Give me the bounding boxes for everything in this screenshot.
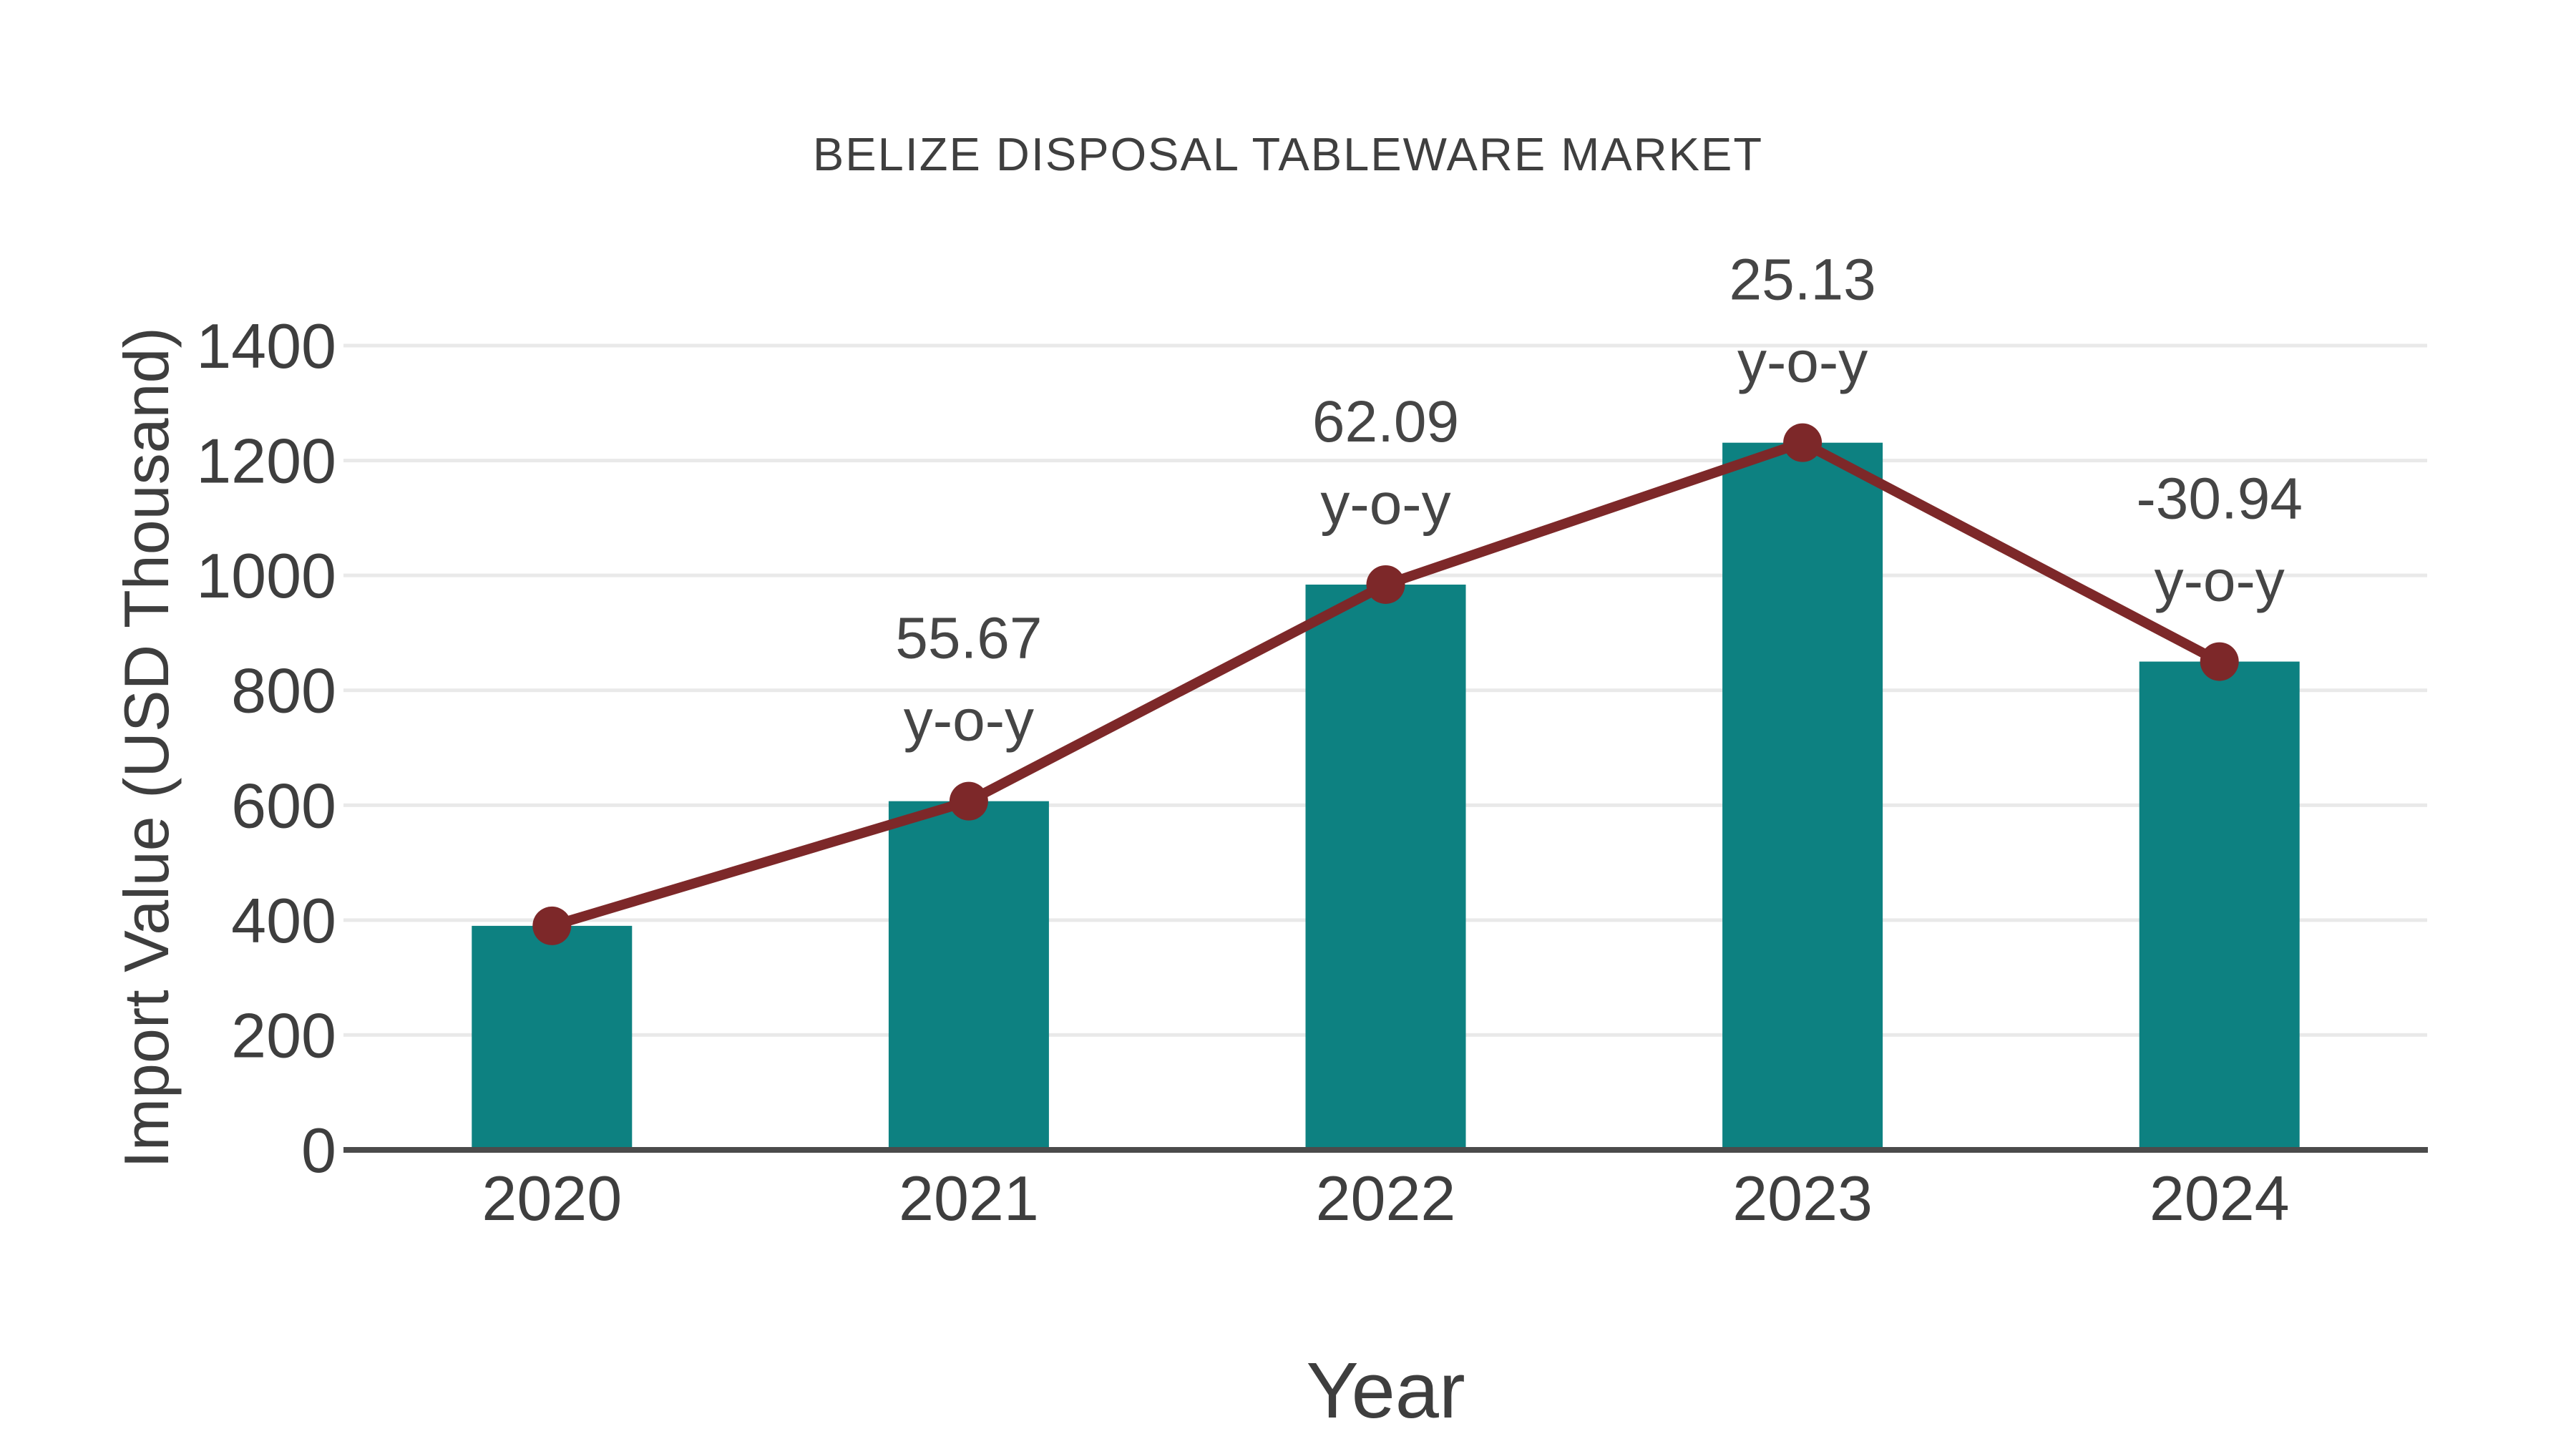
x-tick-label-2021: 2021 bbox=[899, 1163, 1039, 1234]
bar-2023 bbox=[1722, 442, 1883, 1150]
line-marker-2022 bbox=[1366, 565, 1405, 604]
x-axis-title: Year bbox=[1306, 1347, 1465, 1435]
x-tick-label-2024: 2024 bbox=[2150, 1163, 2290, 1234]
x-tick-label-2022: 2022 bbox=[1316, 1163, 1456, 1234]
annotation-value-2021: 55.67 bbox=[895, 606, 1042, 671]
bar-2024 bbox=[2139, 661, 2300, 1150]
bar-2021 bbox=[888, 801, 1049, 1150]
y-tick-label-0: 0 bbox=[301, 1115, 336, 1186]
y-tick-label-600: 600 bbox=[231, 770, 336, 841]
annotation-yoy-2023: y-o-y bbox=[1737, 330, 1868, 395]
y-tick-label-800: 800 bbox=[231, 655, 336, 726]
chart-title: BELIZE DISPOSAL TABLEWARE MARKET bbox=[812, 128, 1764, 180]
x-tick-label-2023: 2023 bbox=[1732, 1163, 1873, 1234]
y-tick-label-400: 400 bbox=[231, 885, 336, 956]
y-tick-label-200: 200 bbox=[231, 1000, 336, 1070]
y-tick-label-1200: 1200 bbox=[196, 426, 336, 497]
annotation-value-2024: -30.94 bbox=[2136, 467, 2303, 532]
annotation-yoy-2022: y-o-y bbox=[1320, 472, 1450, 537]
y-tick-label-1000: 1000 bbox=[196, 540, 336, 611]
line-marker-2023 bbox=[1783, 423, 1823, 462]
annotation-value-2023: 25.13 bbox=[1729, 248, 1875, 313]
x-tick-label-2020: 2020 bbox=[482, 1163, 622, 1234]
annotation-yoy-2021: y-o-y bbox=[904, 688, 1034, 753]
bar-2022 bbox=[1305, 584, 1466, 1150]
line-marker-2020 bbox=[532, 906, 572, 945]
y-tick-label-1400: 1400 bbox=[196, 311, 336, 381]
line-marker-2024 bbox=[2200, 642, 2239, 681]
line-marker-2021 bbox=[949, 781, 988, 821]
annotation-value-2022: 62.09 bbox=[1312, 389, 1459, 454]
bar-2020 bbox=[472, 925, 633, 1150]
annotation-yoy-2024: y-o-y bbox=[2155, 549, 2285, 614]
